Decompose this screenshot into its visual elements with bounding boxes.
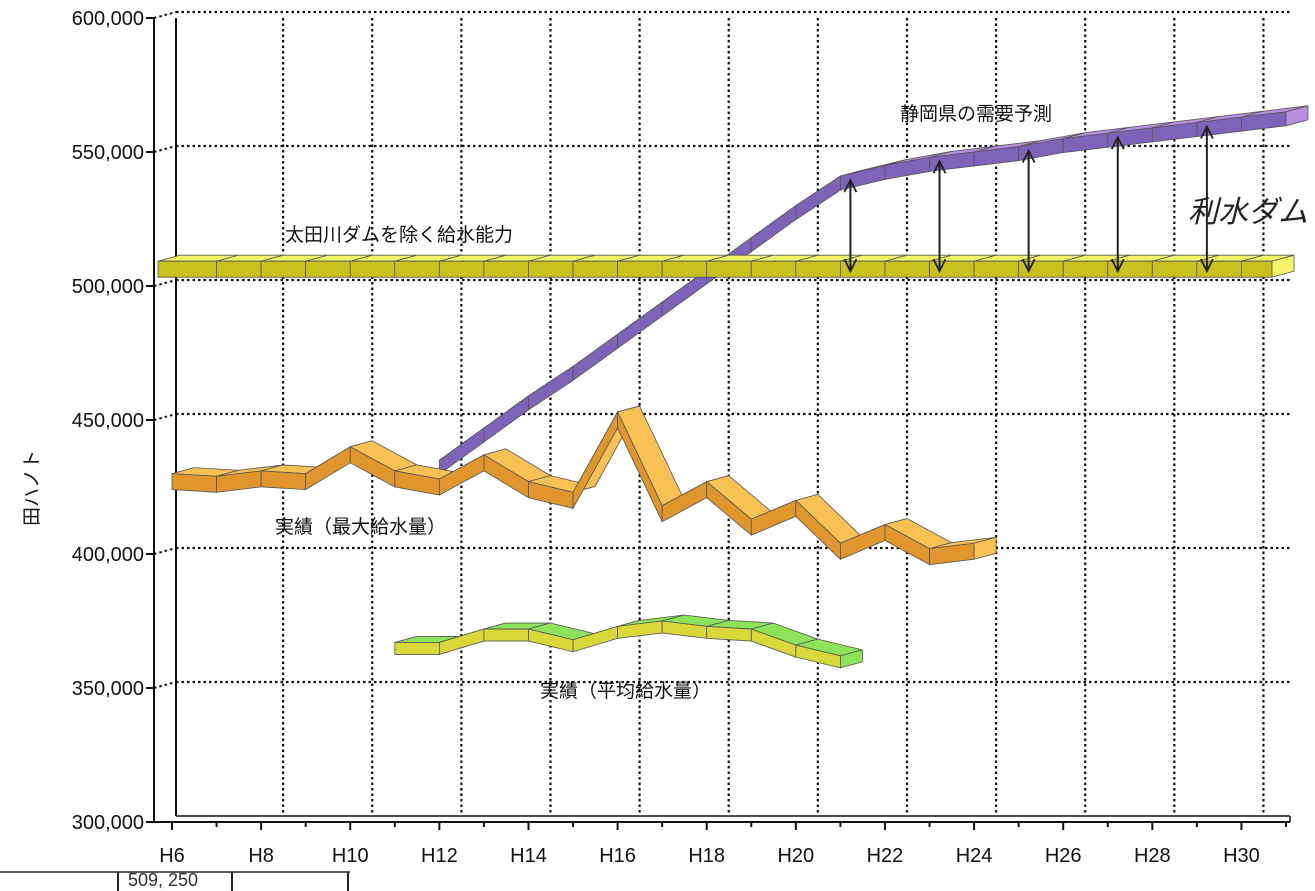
ribbon-end-cap	[840, 649, 863, 669]
arrow-head-up	[1200, 124, 1214, 139]
ribbon-front-face	[572, 260, 618, 278]
ribbon-front-face	[438, 260, 485, 278]
series-label-demand: 静岡県の需要予測	[900, 103, 1052, 125]
ribbon-front-face	[483, 395, 529, 443]
series-1	[157, 254, 1295, 278]
ribbon-front-face	[661, 260, 708, 278]
ribbon-front-face	[1151, 260, 1198, 278]
y-axis-label: 田ハノト	[21, 450, 43, 526]
ribbon-front-face	[572, 333, 618, 382]
x-tick-label: H6	[159, 845, 185, 867]
ribbon-front-face	[750, 260, 797, 278]
x-tick-label: H12	[421, 845, 458, 867]
ribbon-front-face	[305, 260, 351, 278]
ribbon-front-face	[706, 625, 752, 642]
x-tick-label: H14	[510, 845, 547, 867]
arrow-head-down	[1021, 258, 1036, 274]
ribbon-front-face	[617, 620, 663, 639]
series-label-capacity: 太田川ダムを除く給水能力	[285, 224, 513, 246]
ribbon-end-cap	[1285, 105, 1309, 127]
ribbon-front-face	[483, 260, 529, 278]
x-tick-label: H28	[1134, 845, 1171, 867]
arrow-head-up	[932, 159, 947, 174]
y-tick-label: 400,000	[72, 544, 144, 566]
x-tick-label: H24	[956, 845, 993, 867]
axes: 300,000 350,000 400,000 450,000 500,000 550,0…	[0, 8, 1291, 891]
ribbon-front-face	[260, 260, 307, 278]
arrow-head-up	[843, 178, 858, 193]
grid-line-h-depth	[153, 413, 177, 421]
y-tick-label: 350,000	[72, 678, 144, 700]
scrap-text: 509, 250	[128, 870, 198, 890]
ribbon-front-face	[349, 260, 396, 278]
arrow-head-down	[843, 258, 858, 274]
ribbon-front-face	[706, 260, 752, 278]
x-tick-label: H8	[248, 845, 274, 867]
annotations: 静岡県の需要予測 太田川ダムを除く給水能力 実績（最大給水量） 実績（平均給水量…	[21, 103, 1308, 890]
ribbon-front-face	[795, 260, 841, 278]
x-tick-label: H30	[1223, 845, 1260, 867]
arrow-head-up	[1021, 148, 1036, 164]
ribbon-front-face	[795, 175, 841, 221]
series-0	[438, 105, 1309, 475]
ribbon-front-face	[1241, 260, 1273, 278]
handwritten-note: 利水ダム	[1188, 195, 1308, 230]
ribbon-front-face	[157, 260, 217, 278]
ribbon-front-face	[750, 204, 797, 253]
ribbon-front-face	[216, 260, 262, 278]
ribbon-front-face	[171, 473, 217, 493]
ribbon-front-face	[528, 260, 574, 278]
ribbon-front-face	[572, 410, 618, 510]
series-2	[171, 405, 997, 566]
series-3	[394, 614, 863, 669]
arrow-head-down	[1200, 258, 1214, 274]
grid-line-h-depth	[153, 681, 177, 689]
ribbon-front-face	[1062, 260, 1109, 278]
arrow-head-down	[1110, 258, 1125, 274]
arrow-head-down	[932, 258, 947, 274]
grid-line-h-depth	[153, 547, 177, 555]
x-tick-label: H20	[777, 845, 814, 867]
x-tick-label: H22	[867, 845, 904, 867]
x-tick-label: H10	[332, 845, 369, 867]
ribbon-end-cap	[1271, 254, 1295, 278]
series-label-avg: 実績（平均給水量）	[540, 680, 711, 702]
ribbon-front-face	[483, 628, 529, 642]
y-tick-label: 500,000	[72, 276, 144, 298]
x-tick-label: H16	[599, 845, 636, 867]
ribbon-front-face	[260, 470, 307, 491]
y-tick-label: 600,000	[72, 8, 144, 30]
grid-line-h-depth	[153, 279, 177, 287]
ribbon-front-face	[394, 260, 440, 278]
x-tick-label: H18	[688, 845, 725, 867]
arrow-head-up	[1110, 135, 1125, 150]
ribbon-front-face	[973, 260, 1020, 278]
series-layer	[157, 105, 1309, 669]
y-tick-label: 300,000	[72, 812, 144, 834]
y-tick-label: 550,000	[72, 142, 144, 164]
grid-line-h-depth	[153, 145, 177, 153]
y-tick-label: 450,000	[72, 410, 144, 432]
ribbon-front-face	[617, 301, 663, 350]
x-tick-label: H26	[1045, 845, 1082, 867]
ribbon-front-face	[617, 260, 663, 278]
grid-line-h-depth	[153, 11, 177, 19]
ribbon-front-face	[394, 642, 440, 655]
series-label-max: 実績（最大給水量）	[275, 516, 446, 538]
ribbon-end-cap	[973, 536, 997, 560]
ribbon-front-face	[884, 260, 930, 278]
